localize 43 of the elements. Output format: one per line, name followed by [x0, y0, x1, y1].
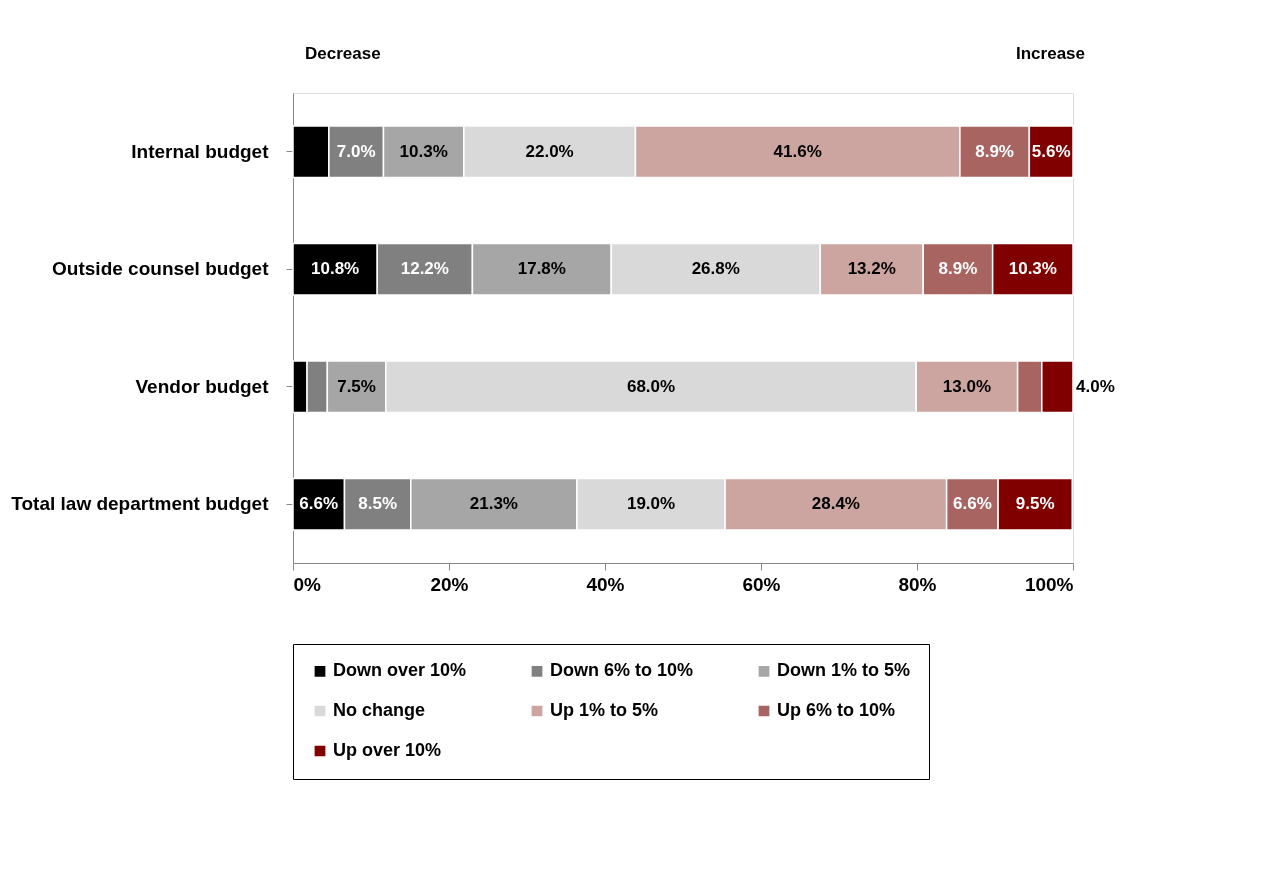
data-label: 13.2%	[847, 259, 896, 279]
data-label: 10.8%	[311, 259, 360, 279]
data-label: 4.0%	[1076, 376, 1115, 396]
data-label: 6.6%	[953, 494, 992, 514]
data-label: 13.0%	[942, 376, 992, 396]
text: Decrease	[305, 44, 381, 63]
x-tick-label: 100%	[1024, 573, 1074, 595]
legend-label: Up over 10%	[333, 740, 442, 760]
data-label: 6.6%	[299, 494, 339, 514]
legend-label: Up 6% to 10%	[777, 700, 896, 720]
data-label: 8.9%	[938, 259, 978, 279]
data-label: 12.2%	[400, 259, 449, 279]
data-label: 7.0%	[336, 141, 376, 161]
x-tick-label: 80%	[898, 573, 937, 595]
x-tick-label: 60%	[742, 573, 781, 595]
x-tick-label: 20%	[430, 573, 469, 595]
data-label: 8.9%	[975, 141, 1014, 161]
data-label: 7.5%	[337, 376, 376, 396]
data-label: 68.0%	[626, 376, 676, 396]
legend-label: Down 1% to 5%	[777, 660, 911, 681]
data-label: 10.3%	[1008, 259, 1057, 279]
legend-label: Down 6% to 10%	[550, 660, 694, 681]
y-tick-label: Vendor budget	[135, 375, 270, 397]
y-tick-label: Outside counsel budget	[52, 258, 270, 280]
data-label: 26.8%	[691, 259, 740, 279]
y-tick-label: Internal budget	[131, 140, 270, 162]
data-label: 41.6%	[773, 141, 822, 161]
data-label: 17.8%	[517, 259, 566, 279]
data-label: 9.5%	[1015, 494, 1055, 514]
x-tick-label: 0%	[293, 573, 322, 595]
data-label: 28.4%	[811, 494, 860, 514]
x-tick-label: 40%	[586, 573, 625, 595]
data-label: 8.5%	[358, 494, 398, 514]
data-label: 19.0%	[626, 494, 676, 514]
y-tick-label: Total law department budget	[11, 493, 270, 515]
data-label: 22.0%	[525, 141, 574, 161]
legend-label: No change	[333, 700, 426, 720]
text: Increase	[1016, 44, 1085, 63]
legend-label: Down over 10%	[333, 660, 467, 681]
legend-label: Up 1% to 5%	[550, 700, 659, 720]
data-label: 21.3%	[469, 494, 518, 514]
data-label: 10.3%	[399, 141, 448, 161]
data-label: 5.6%	[1031, 141, 1071, 161]
